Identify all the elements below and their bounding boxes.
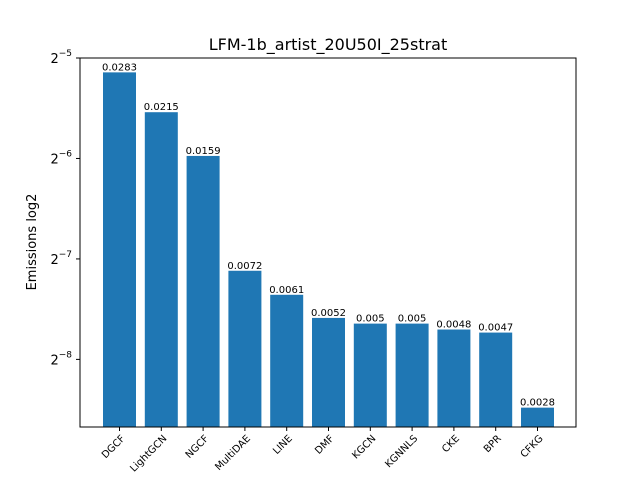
data-label-multidae: 0.0072	[227, 261, 262, 272]
data-label-dmf: 0.0052	[311, 308, 346, 319]
y-axis: 2−5 2−6 2−7 2−8	[50, 49, 80, 368]
x-tick-label-dmf: DMF	[313, 433, 337, 457]
bar-multidae	[228, 270, 262, 427]
bar-cfkg	[521, 407, 554, 427]
x-tick-label-lightgcn: LightGCN	[128, 433, 169, 474]
x-tick-label-ngcf: NGCF	[184, 433, 212, 461]
bar-ngcf	[186, 155, 220, 427]
bars-group	[103, 72, 554, 427]
data-label-kgnnls: 0.005	[398, 314, 427, 325]
y-tick-label: 2−5	[50, 49, 72, 67]
chart-title: LFM-1b_artist_20U50I_25strat	[209, 35, 448, 55]
x-axis: DGCF LightGCN NGCF MultiDAE LINE DMF KGCN KGNNL…	[100, 427, 546, 474]
data-label-line: 0.0061	[269, 285, 304, 296]
y-tick-label: 2−7	[50, 250, 72, 268]
x-tick-label-bpr: BPR	[482, 433, 504, 455]
y-tick-label: 2−6	[50, 149, 72, 167]
data-label-kgcn: 0.005	[356, 314, 385, 325]
x-tick-label-line: LINE	[271, 433, 295, 457]
bar-kgcn	[353, 323, 387, 427]
data-label-dgcf: 0.0283	[102, 62, 137, 73]
y-tick-label: 2−8	[50, 350, 72, 368]
bar-dgcf	[103, 72, 136, 427]
bar-dmf	[312, 317, 345, 427]
x-tick-label-kgnnls: KGNNLS	[383, 433, 420, 470]
bar-line	[270, 294, 304, 427]
x-tick-label-dgcf: DGCF	[100, 433, 128, 461]
y-axis-label: Emissions log2	[25, 194, 40, 291]
data-label-lightgcn: 0.0215	[144, 102, 179, 113]
data-label-bpr: 0.0047	[478, 323, 513, 334]
data-labels-group: 0.0283 0.0215 0.0159 0.0072 0.0061 0.0052 0.00…	[102, 62, 555, 408]
bar-kgnnls	[395, 323, 429, 427]
x-tick-label-kgcn: KGCN	[350, 433, 378, 461]
x-tick-label-cke: CKE	[440, 433, 462, 455]
bar-bpr	[479, 332, 513, 427]
x-tick-label-multidae: MultiDAE	[213, 433, 253, 473]
data-label-ngcf: 0.0159	[186, 146, 221, 157]
x-tick-label-cfkg: CFKG	[519, 433, 546, 460]
data-label-cfkg: 0.0028	[520, 398, 555, 409]
data-label-cke: 0.0048	[436, 320, 471, 331]
bar-lightgcn	[144, 112, 178, 427]
bar-cke	[437, 329, 471, 427]
